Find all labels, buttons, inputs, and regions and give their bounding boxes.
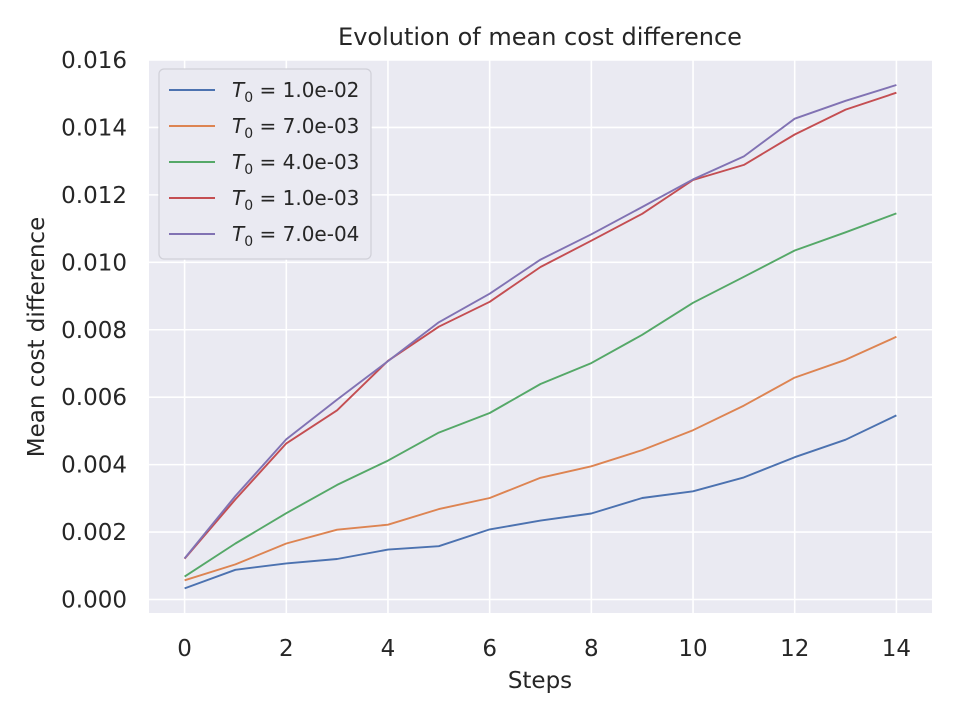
legend-label: T0 = 1.0e-02 (232, 78, 359, 106)
legend-label: T0 = 7.0e-03 (232, 114, 359, 142)
y-tick-label: 0.010 (61, 250, 127, 276)
x-tick-label: 8 (584, 636, 599, 662)
y-tick-label: 0.012 (61, 183, 127, 209)
y-tick-label: 0.006 (61, 385, 127, 411)
x-tick-label: 12 (780, 636, 809, 662)
legend-box (158, 68, 372, 260)
series-line (183, 91, 897, 560)
legend: T0 = 1.0e-02 T0 = 7.0e-03 T0 = 4.0e-03 T0 =… (158, 68, 372, 260)
x-axis-label: Steps (508, 668, 572, 694)
series-line (184, 414, 897, 590)
y-tick-label: 0.002 (61, 520, 127, 546)
legend-label: T0 = 4.0e-03 (232, 150, 359, 178)
y-tick-label: 0.004 (61, 453, 127, 479)
legend-label: T0 = 1.0e-03 (232, 186, 359, 214)
x-tick-label: 14 (882, 636, 911, 662)
grid (149, 59, 932, 613)
x-tick-label: 4 (381, 636, 396, 662)
x-tick-label: 10 (678, 636, 707, 662)
y-tick-label: 0.016 (61, 48, 127, 74)
series-line (184, 335, 897, 582)
x-tick-label: 0 (177, 636, 192, 662)
y-tick-label: 0.008 (61, 318, 127, 344)
legend-label: T0 = 7.0e-04 (232, 222, 359, 250)
series-line (183, 84, 897, 559)
x-tick-label: 2 (279, 636, 294, 662)
series-layer (183, 84, 897, 590)
series-line (184, 212, 897, 578)
chart-title: Evolution of mean cost difference (338, 23, 742, 51)
y-tick-label: 0.000 (61, 588, 127, 614)
x-tick-label: 6 (482, 636, 497, 662)
y-tick-label: 0.014 (61, 115, 127, 141)
y-axis-label: Mean cost difference (24, 217, 50, 457)
tick-labels: 0 2 4 6 8 10 12 14 0.000 0.002 0.004 0.006 0.008 0.01… (61, 48, 911, 662)
